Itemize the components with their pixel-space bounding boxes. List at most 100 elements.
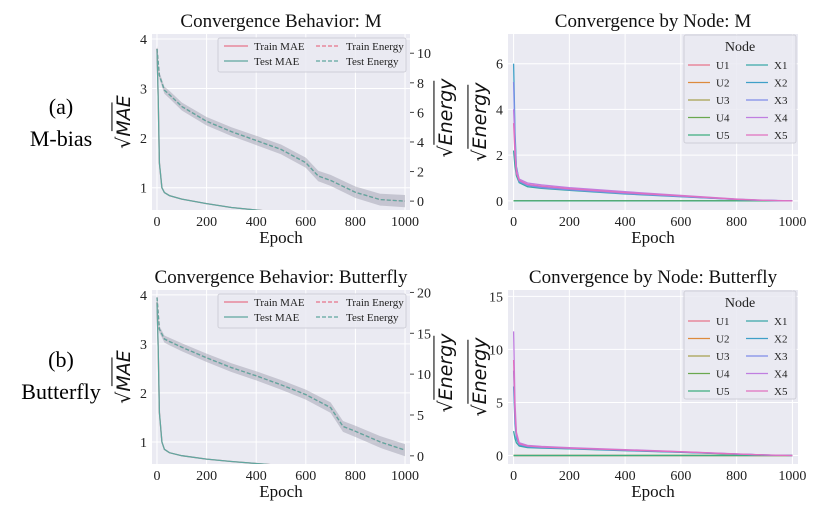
chart-3-series-group xyxy=(156,294,406,464)
chart-4-xtick-label: 800 xyxy=(726,469,747,484)
chart-2-legend-label: U1 xyxy=(716,60,729,72)
row-a-name: M-bias xyxy=(29,126,93,151)
chart-4-legend-label: X3 xyxy=(774,351,788,363)
chart-1-ylabel-text: √MAE xyxy=(113,95,135,149)
chart-4-xlabel: Epoch xyxy=(631,482,675,501)
chart-4-legend-label: X2 xyxy=(774,334,787,346)
chart-1-series-test-energy xyxy=(156,48,406,202)
chart-1-legend: Train MAE Train Energy Test MAE Test Energy xyxy=(217,37,407,73)
chart-3-xlabel: Epoch xyxy=(259,482,303,501)
chart-3-xtick-label: 800 xyxy=(345,469,366,484)
chart-2-legend-label: X2 xyxy=(774,78,787,90)
chart-3-title: Convergence Behavior: Butterfly xyxy=(155,267,408,288)
chart-2-xtick-label: 200 xyxy=(559,215,580,230)
chart-3-legend: Train MAE Train Energy Test MAE Test Energy xyxy=(217,293,407,329)
chart-4-legend: Node U1 X1 U2 X2 U3 X3 U4 X4 U5 X5 xyxy=(683,290,797,400)
chart-2-legend-label: U3 xyxy=(716,95,730,107)
chart-1-series-test-mae xyxy=(156,48,263,210)
chart-4-legend-title: Node xyxy=(725,296,755,311)
chart-1-legend-label: Train Energy xyxy=(346,41,404,53)
chart-1-legend-label: Train MAE xyxy=(254,41,305,53)
chart-4-legend-label: X4 xyxy=(774,369,788,381)
chart-3-ylabel-right: √Energy xyxy=(433,333,457,413)
chart-3-ytick-label: 1 xyxy=(140,436,147,451)
chart-1-ytick-right-label: 4 xyxy=(417,136,424,151)
chart-3-xtick-label: 400 xyxy=(246,469,267,484)
chart-2-ytick-label: 2 xyxy=(496,149,503,164)
chart-3-ylabel-text: √MAE xyxy=(113,350,135,404)
chart-1: 0 200 400 600 800 1000 1 2 3 4 0 2 4 6 8 10 Convergence … xyxy=(111,11,457,247)
chart-3-ytick-right-label: 20 xyxy=(417,286,431,301)
chart-1-xtick-label: 400 xyxy=(246,215,267,230)
row-b-name: Butterfly xyxy=(21,379,101,404)
chart-1-legend-box xyxy=(217,37,407,73)
chart-4-ytick-label: 0 xyxy=(496,450,503,465)
chart-3-legend-label: Test MAE xyxy=(254,312,300,324)
chart-3-xtick-label: 0 xyxy=(153,469,160,484)
chart-1-ytick-label: 4 xyxy=(140,33,147,48)
chart-4-legend-label: X1 xyxy=(774,316,787,328)
chart-2-ytick-label: 4 xyxy=(496,103,503,118)
chart-3-ylabel-right-text: √Energy xyxy=(435,333,457,413)
chart-2-xlabel: Epoch xyxy=(631,228,675,247)
chart-2-legend-box xyxy=(683,34,797,144)
chart-3-ytick-right-label: 10 xyxy=(417,368,431,383)
chart-2-legend-title: Node xyxy=(725,40,755,55)
chart-4-legend-label: U5 xyxy=(716,386,730,398)
chart-1-xtick-label: 1000 xyxy=(391,215,419,230)
chart-4-xtick-label: 600 xyxy=(670,469,691,484)
chart-3-xtick-label: 200 xyxy=(196,469,217,484)
chart-3-ytick-right-label: 5 xyxy=(417,409,424,424)
chart-2-legend-label: X5 xyxy=(774,130,788,142)
chart-1-ytick-label: 3 xyxy=(140,83,147,98)
chart-3-xtick-label: 600 xyxy=(295,469,316,484)
chart-2-ytick-label: 6 xyxy=(496,58,503,73)
chart-4-ylabel-text: √Energy xyxy=(469,337,491,417)
chart-1-ytick-right-label: 10 xyxy=(417,47,431,62)
chart-4: 0 200 400 600 800 1000 0 5 10 15 Convergence by No… xyxy=(467,267,806,501)
chart-2: 0 200 400 600 800 1000 0 2 4 6 Convergence by Node… xyxy=(467,11,806,247)
chart-3-legend-label: Test Energy xyxy=(346,312,399,324)
chart-1-title: Convergence Behavior: M xyxy=(180,11,381,32)
chart-1-xtick-label: 0 xyxy=(153,215,160,230)
chart-1-xlabel: Epoch xyxy=(259,228,303,247)
chart-2-legend-label: U2 xyxy=(716,78,729,90)
chart-4-legend-label: U4 xyxy=(716,369,730,381)
chart-4-ytick-label: 15 xyxy=(489,290,503,305)
chart-2-xtick-label: 1000 xyxy=(778,215,806,230)
chart-4-legend-label: U2 xyxy=(716,334,729,346)
chart-1-legend-label: Test Energy xyxy=(346,56,399,68)
chart-4-xtick-label: 200 xyxy=(559,469,580,484)
chart-4-series-x5 xyxy=(512,359,793,457)
chart-1-xtick-label: 800 xyxy=(345,215,366,230)
chart-4-series-group xyxy=(512,331,793,457)
chart-3: 0 200 400 600 800 1000 1 2 3 4 0 5 10 15 20 Convergence… xyxy=(111,267,457,501)
chart-1-ytick-right-label: 2 xyxy=(417,166,424,181)
chart-1-ytick-right-label: 8 xyxy=(417,77,424,92)
chart-2-xtick-label: 0 xyxy=(510,215,517,230)
chart-3-ytick-right-label: 15 xyxy=(417,327,431,342)
chart-4-xtick-label: 400 xyxy=(615,469,636,484)
chart-4-legend-label: U1 xyxy=(716,316,729,328)
chart-4-legend-box xyxy=(683,290,797,400)
chart-2-legend-label: X1 xyxy=(774,60,787,72)
chart-2-legend-label: U4 xyxy=(716,113,730,125)
chart-4-legend-label: X5 xyxy=(774,386,788,398)
chart-4-ylabel: √Energy xyxy=(467,337,491,417)
chart-1-ytick-right-label: 0 xyxy=(417,195,424,210)
chart-3-ylabel: √MAE xyxy=(111,350,135,404)
chart-1-legend-label: Test MAE xyxy=(254,56,300,68)
chart-1-ylabel: √MAE xyxy=(111,95,135,149)
chart-2-legend-label: X3 xyxy=(774,95,788,107)
chart-3-xtick-label: 1000 xyxy=(391,469,419,484)
chart-3-series-test-mae xyxy=(156,302,271,464)
chart-2-ytick-label: 0 xyxy=(496,195,503,210)
chart-4-legend-label: U3 xyxy=(716,351,730,363)
chart-3-ytick-right-label: 0 xyxy=(417,450,424,465)
chart-3-legend-label: Train MAE xyxy=(254,297,305,309)
row-b-letter: (b) xyxy=(48,347,74,372)
chart-3-legend-label: Train Energy xyxy=(346,297,404,309)
chart-3-ytick-label: 4 xyxy=(140,289,147,304)
chart-1-ytick-right-label: 6 xyxy=(417,106,424,121)
